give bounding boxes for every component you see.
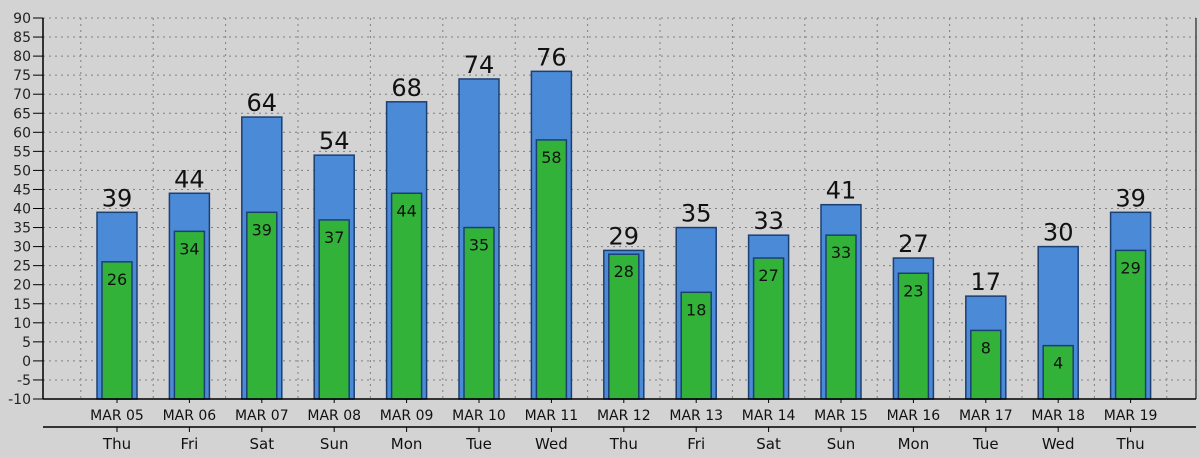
bar-low — [390, 192, 423, 400]
x-tick-label-day: Fri — [180, 435, 198, 453]
bar-low — [101, 261, 133, 400]
bar-high-label: 76 — [536, 43, 567, 71]
y-tick-label: 80 — [13, 49, 31, 65]
bar-high-label: 27 — [898, 230, 929, 258]
bar-high-label: 30 — [1043, 219, 1074, 247]
bar-low-label: 35 — [469, 236, 489, 255]
y-tick-label: 70 — [13, 87, 31, 103]
y-tick-label: 85 — [13, 30, 31, 46]
y-tick-label: 30 — [13, 240, 31, 256]
y-tick-label: 90 — [13, 11, 31, 27]
x-tick-label-date: MAR 08 — [307, 408, 361, 424]
x-tick-label-date: MAR 15 — [814, 408, 868, 424]
y-tick-label: 75 — [13, 68, 31, 84]
y-tick-label: 45 — [13, 182, 31, 198]
x-tick-label-date: MAR 10 — [452, 408, 506, 424]
y-tick-label: 50 — [13, 163, 31, 179]
x-tick-label-day: Thu — [609, 435, 638, 453]
x-tick-label-day: Mon — [391, 435, 423, 453]
y-tick-label: 55 — [13, 144, 31, 160]
bar-high-label: 74 — [464, 51, 495, 79]
bar-low-label: 44 — [396, 201, 416, 220]
bar-low-label: 39 — [252, 220, 272, 239]
y-tick-label: 5 — [22, 335, 31, 351]
x-tick-label-day: Mon — [898, 435, 930, 453]
y-tick-label: 20 — [13, 278, 31, 294]
bar-low-label: 33 — [831, 243, 851, 262]
bar-low — [318, 219, 350, 400]
bar-low-label: 4 — [1053, 354, 1063, 373]
grid-lines — [43, 17, 1196, 399]
x-tick-label-day: Sun — [827, 435, 856, 453]
x-tick-label-date: MAR 14 — [742, 408, 796, 424]
bar-high-label: 29 — [609, 222, 640, 250]
y-tick-label: -5 — [17, 373, 31, 389]
bar-low-label: 18 — [686, 300, 706, 319]
x-tick-label-date: MAR 07 — [235, 408, 289, 424]
bar-low — [1114, 249, 1147, 400]
y-tick-label: 60 — [13, 125, 31, 141]
y-axis-ticks: -10 -5 0 5 10 15 20 25 30 35 40 45 50 55 60 65 70 75 80 85 9… — [8, 11, 43, 408]
x-tick-label-date: MAR 11 — [525, 408, 579, 424]
bar-low-label: 29 — [1120, 258, 1140, 277]
bar-high-label: 54 — [319, 127, 350, 155]
bar-high-label: 44 — [174, 165, 205, 193]
bar-high-label: 17 — [971, 268, 1002, 296]
x-tick-label-day: Fri — [687, 435, 705, 453]
x-axis-labels: MAR 05 Thu MAR 06 Fri MAR 07 Sat MAR 08 Sun MAR … — [90, 399, 1157, 453]
bar-high-label: 39 — [1115, 184, 1146, 212]
bar-low — [246, 211, 278, 400]
x-tick-label-date: MAR 19 — [1104, 408, 1158, 424]
x-tick-label-day: Wed — [535, 435, 568, 453]
x-tick-label-day: Sat — [756, 435, 781, 453]
bar-high-label: 64 — [247, 89, 278, 117]
x-tick-label-date: MAR 13 — [669, 408, 723, 424]
x-tick-label-day: Thu — [1116, 435, 1145, 453]
x-tick-label-day: Thu — [102, 435, 131, 453]
bar-low — [680, 291, 712, 400]
bar-low-label: 8 — [981, 338, 991, 357]
x-tick-label-day: Tue — [465, 435, 492, 453]
x-tick-label-date: MAR 05 — [90, 408, 144, 424]
y-tick-label: 35 — [13, 221, 31, 237]
bar-low-label: 28 — [614, 262, 634, 281]
x-tick-label-date: MAR 17 — [959, 408, 1013, 424]
x-tick-label-day: Wed — [1042, 435, 1075, 453]
bar-high-label: 33 — [753, 207, 784, 235]
x-tick-label-date: MAR 06 — [163, 408, 217, 424]
bar-high-label: 35 — [681, 200, 712, 228]
x-tick-label-date: MAR 18 — [1031, 408, 1085, 424]
bar-low — [535, 139, 568, 400]
bar-high-label: 41 — [826, 177, 857, 205]
x-tick-label-date: MAR 09 — [380, 408, 434, 424]
x-tick-label-day: Tue — [972, 435, 999, 453]
bar-low-label: 23 — [903, 281, 923, 300]
y-tick-label: 10 — [13, 316, 31, 332]
bar-low-label: 58 — [541, 148, 561, 167]
x-tick-label-date: MAR 16 — [887, 408, 941, 424]
bar-high-label: 39 — [102, 184, 133, 212]
bar-low — [1042, 344, 1074, 400]
y-tick-label: -10 — [8, 392, 31, 408]
bars: 39 26 44 34 64 39 54 37 68 44 74 35 76 58 29 28 35 18 33 27… — [96, 43, 1152, 400]
bar-low-label: 27 — [758, 266, 778, 285]
x-tick-label-day: Sun — [320, 435, 349, 453]
y-tick-label: 25 — [13, 259, 31, 275]
y-tick-label: 40 — [13, 202, 31, 218]
bar-low — [608, 253, 640, 400]
bar-low — [173, 230, 206, 400]
bar-low-label: 37 — [324, 228, 344, 247]
x-tick-label-date: MAR 12 — [597, 408, 651, 424]
y-tick-label: 65 — [13, 106, 31, 122]
y-tick-label: 15 — [13, 297, 31, 313]
bar-high-label: 68 — [391, 74, 422, 102]
bar-low-label: 34 — [179, 239, 199, 258]
x-tick-label-day: Sat — [249, 435, 274, 453]
bar-low-label: 26 — [107, 270, 127, 289]
y-tick-label: 0 — [22, 354, 31, 370]
